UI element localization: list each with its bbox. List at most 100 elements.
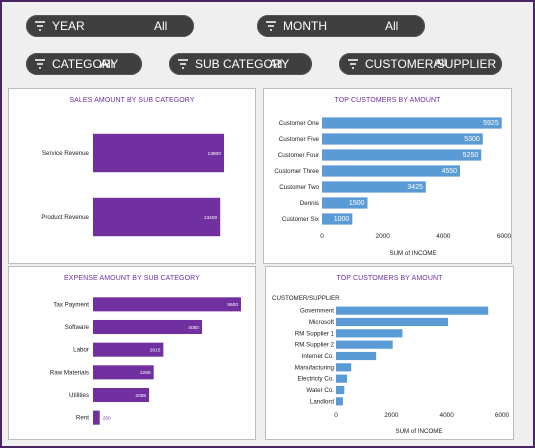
filter-icon <box>35 59 45 69</box>
x-tick-label: 0 <box>320 233 324 240</box>
data-label: 2085 <box>135 393 146 399</box>
chart-title: SALES AMOUNT BY SUB CATEGORY <box>69 97 195 104</box>
category-label: Landlord <box>310 398 335 405</box>
category-label: Dennis <box>300 200 319 207</box>
data-label: 13400 <box>204 215 218 221</box>
slicer-year-value: All <box>154 19 168 33</box>
x-tick-label: 4000 <box>440 412 455 419</box>
data-label: 5925 <box>483 120 499 127</box>
slicer-year-label: YEAR <box>52 19 85 33</box>
x-tick-label: 4000 <box>436 233 451 240</box>
x-axis-label: SUM of INCOME <box>389 250 436 257</box>
bar <box>93 133 224 173</box>
bar <box>322 165 461 177</box>
top-customers-chart: Customer One 5925 Customer Five 5300 Custome… <box>274 117 512 257</box>
slicer-category-label: CATEGORY <box>52 57 119 71</box>
slicer-customer-supplier[interactable]: CUSTOMER/SUPPLIER All <box>339 53 502 75</box>
category-label: Microsoft <box>309 319 334 326</box>
top-customers-supplier-panel: TOP CUSTOMERS BY AMOUNT CUSTOMER/SUPPLIE… <box>265 266 514 440</box>
slicer-sub-category-value: All <box>269 57 283 71</box>
bar <box>322 197 368 209</box>
category-label: Manufacturing <box>295 364 335 371</box>
data-label: 4050 <box>188 325 199 331</box>
category-label: Labor <box>73 347 89 354</box>
bar <box>322 149 482 161</box>
bar <box>322 181 426 193</box>
bar <box>336 340 393 349</box>
bar <box>336 329 403 338</box>
category-label: Customer Six <box>282 216 320 223</box>
category-label: Rent <box>76 415 89 422</box>
x-tick-label: 2000 <box>376 233 391 240</box>
filter-icon <box>35 21 45 31</box>
x-axis-label: SUM of INCOME <box>395 428 442 435</box>
category-label: Customer Five <box>279 136 320 143</box>
data-label: 2615 <box>150 347 161 353</box>
expense-by-subcategory-chart: Tax Payment 5500 Software 4050 Labor 2615 Raw … <box>50 297 241 425</box>
category-label: Electricty Co. <box>298 376 335 383</box>
category-label: Customer One <box>279 120 320 127</box>
bar <box>336 351 377 361</box>
chart-title: TOP CUSTOMERS BY AMOUNT <box>334 97 441 104</box>
bar <box>93 319 202 335</box>
data-label: 2255 <box>140 370 151 376</box>
bar <box>322 133 483 145</box>
x-tick-label: 6000 <box>497 233 511 240</box>
category-label: Government <box>300 308 334 315</box>
slicer-category-value: All <box>100 57 114 71</box>
filter-icon <box>266 21 276 31</box>
category-label: Customer Three <box>274 168 319 175</box>
data-label: 5300 <box>464 136 480 143</box>
slicer-sub-category[interactable]: SUB CATEGORY All <box>169 53 312 75</box>
bar <box>336 363 352 372</box>
slicer-month-label: MONTH <box>283 19 327 33</box>
bar <box>322 117 502 129</box>
bar <box>93 342 164 357</box>
chart-title: EXPENSE AMOUNT BY SUB CATEGORY <box>64 275 200 282</box>
bar <box>93 387 150 403</box>
slicer-category[interactable]: CATEGORY All <box>26 53 142 75</box>
x-tick-label: 6000 <box>495 412 510 419</box>
slicer-month[interactable]: MONTH All <box>257 15 425 37</box>
data-label: 1000 <box>334 216 350 223</box>
category-label: Service Revenue <box>42 150 90 157</box>
slicer-year[interactable]: YEAR All <box>26 15 194 37</box>
expense-by-subcategory-panel: EXPENSE AMOUNT BY SUB CATEGORY Tax Payme… <box>8 266 256 440</box>
x-tick-label: 0 <box>334 412 338 419</box>
top-customers-supplier-chart: CUSTOMER/SUPPLIER Government Microsoft RM S… <box>272 295 510 435</box>
category-label: Utilities <box>69 392 89 399</box>
filter-icon <box>178 59 188 69</box>
slicer-customer-supplier-label: CUSTOMER/SUPPLIER <box>365 57 497 71</box>
category-label: RM Supplier 2 <box>295 342 335 349</box>
bar <box>336 397 343 406</box>
bar <box>322 213 353 225</box>
bar <box>93 197 221 237</box>
data-label: 250 <box>103 415 111 421</box>
bar <box>93 297 241 312</box>
bar <box>336 385 345 395</box>
data-label: 3425 <box>407 184 423 191</box>
filter-icon <box>348 59 358 69</box>
category-label: Water Co. <box>306 387 334 394</box>
category-label: Product Revenue <box>41 214 89 221</box>
slicer-customer-supplier-value: All <box>435 58 447 69</box>
category-label: Internet Co. <box>302 353 335 360</box>
category-label: Customer Two <box>279 184 319 191</box>
category-label: Raw Materials <box>50 369 89 376</box>
category-label: Customer Four <box>278 152 319 159</box>
bar <box>336 317 449 327</box>
x-tick-label: 2000 <box>384 412 399 419</box>
bar <box>93 365 154 380</box>
category-label: Software <box>65 324 90 331</box>
data-label: 5250 <box>463 152 479 159</box>
sales-by-subcategory-panel: SALES AMOUNT BY SUB CATEGORY Service Rev… <box>8 88 256 264</box>
bar <box>336 374 348 383</box>
top-customers-panel: TOP CUSTOMERS BY AMOUNT Customer One 5925… <box>263 88 512 264</box>
data-label: 5500 <box>227 302 238 308</box>
slicer-month-value: All <box>385 19 399 33</box>
axis-header: CUSTOMER/SUPPLIER <box>272 295 340 302</box>
data-label: 4550 <box>441 168 457 175</box>
slicer-sub-category-label: SUB CATEGORY <box>195 57 290 71</box>
bar <box>93 410 100 425</box>
